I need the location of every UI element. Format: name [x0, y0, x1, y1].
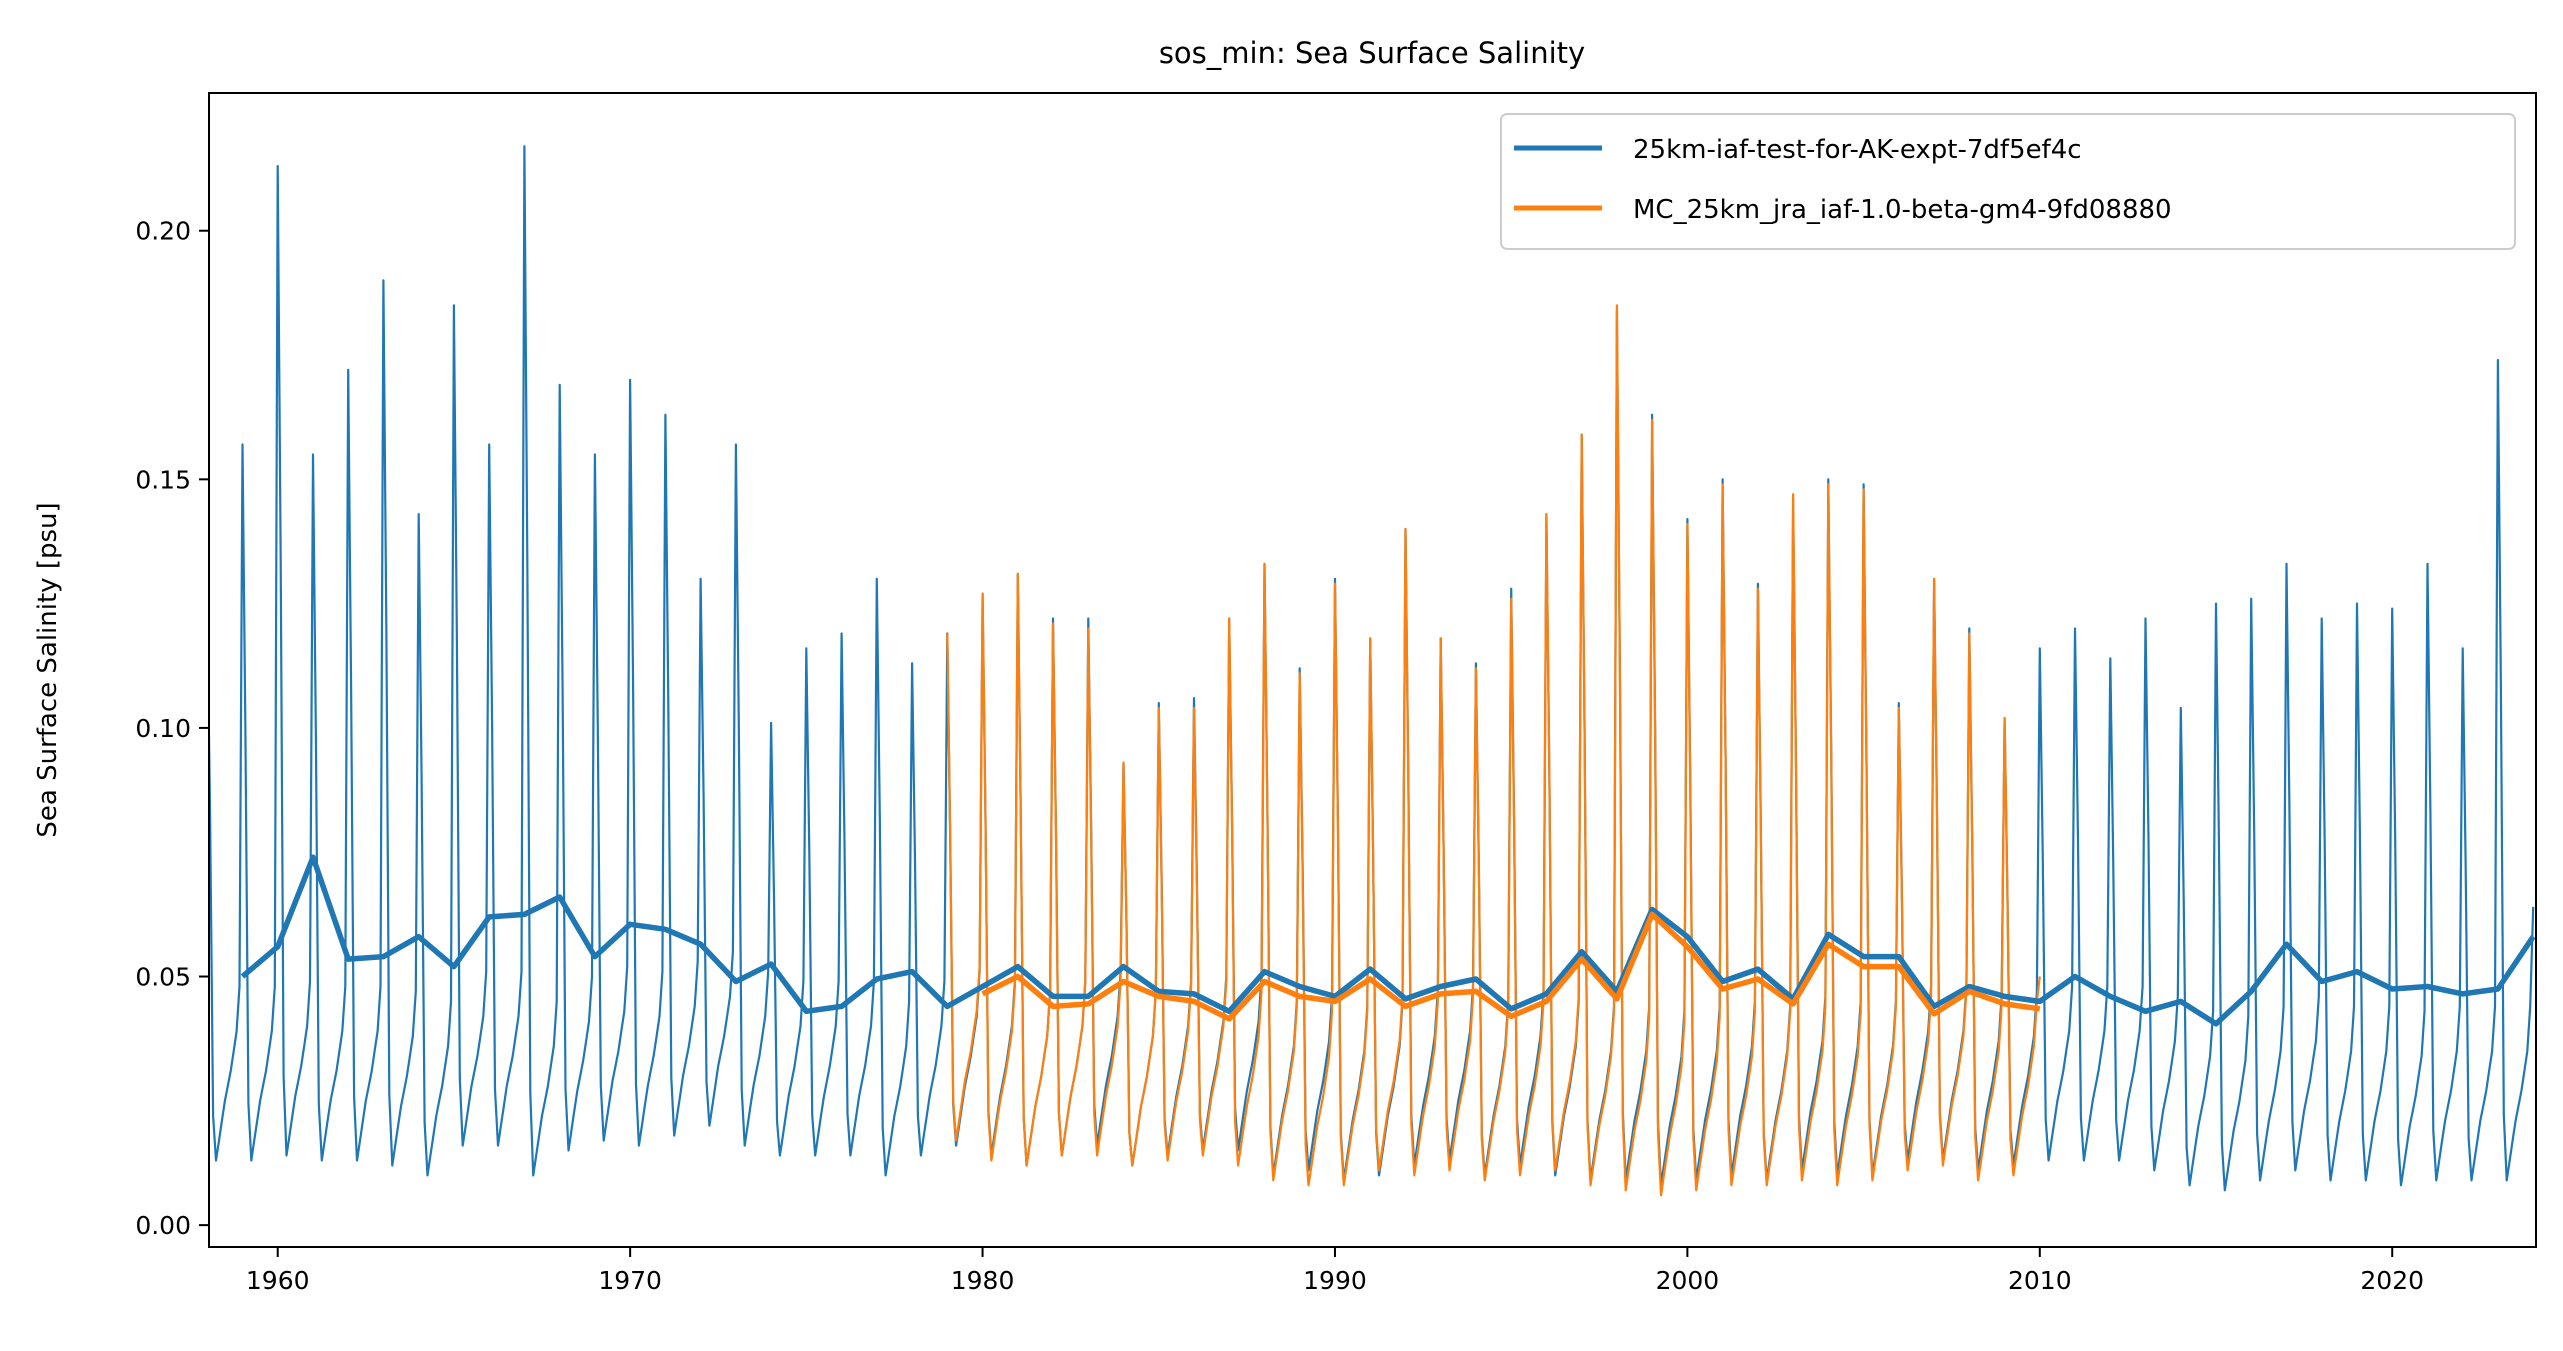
- x-tick-label: 2020: [2360, 1266, 2424, 1295]
- axes-frame: [208, 92, 2537, 1248]
- legend: 25km-iaf-test-for-AK-expt-7df5ef4c MC_25…: [1500, 113, 2516, 250]
- y-tick-label: 0.00: [135, 1211, 191, 1240]
- y-tick-label: 0.20: [135, 217, 191, 246]
- x-tick-label: 1960: [246, 1266, 310, 1295]
- legend-label-series-1: 25km-iaf-test-for-AK-expt-7df5ef4c: [1633, 135, 2082, 165]
- x-tick-label: 1970: [598, 1266, 662, 1295]
- series-2-annual-mean-line: [981, 911, 2041, 1022]
- y-tick-label: 0.05: [135, 963, 191, 992]
- x-tick-label: 1990: [1303, 1266, 1367, 1295]
- chart-title: sos_min: Sea Surface Salinity: [1159, 36, 1585, 70]
- plot-area: [209, 145, 2536, 1197]
- x-tick-label: 2010: [2008, 1266, 2072, 1295]
- series-1-annual-mean-line: [240, 854, 2536, 1027]
- series-2-monthly-line: [946, 304, 2041, 1197]
- y-axis-label: Sea Surface Salinity [psu]: [33, 502, 63, 837]
- axis-ticks: 1960 1970 1980 1990 2000 2010 2020 0.00 0.05 0.10…: [135, 217, 2424, 1295]
- x-tick-label: 1980: [951, 1266, 1015, 1295]
- y-tick-label: 0.10: [135, 714, 191, 743]
- x-tick-label: 2000: [1656, 1266, 1720, 1295]
- y-tick-label: 0.15: [135, 465, 191, 494]
- legend-box: [1500, 113, 2516, 250]
- legend-label-series-2: MC_25km_jra_iaf-1.0-beta-gm4-9fd08880: [1633, 195, 2172, 225]
